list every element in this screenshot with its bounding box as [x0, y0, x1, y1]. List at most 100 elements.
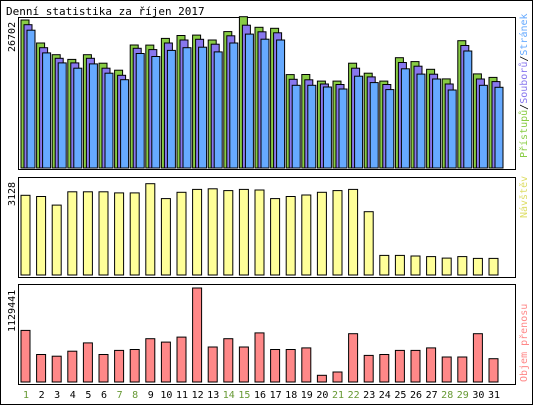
- panel-kbytes-max-label: 1129441: [7, 290, 18, 332]
- panel-hits-bars: [20, 16, 504, 169]
- panel-hits-max-label: 26702: [7, 22, 18, 52]
- bar-visits-day-10: [160, 198, 171, 276]
- bar-kbytes-day-6: [98, 354, 109, 383]
- bar-stránek-day-17: [276, 39, 286, 169]
- day-label-3: 3: [54, 390, 60, 401]
- day-label-9: 9: [148, 390, 154, 401]
- legend-files: Souborů: [518, 62, 530, 104]
- bar-visits-day-3: [51, 204, 62, 276]
- bar-kbytes-day-5: [82, 342, 93, 383]
- bar-kbytes-day-16: [254, 332, 265, 383]
- bar-visits-day-29: [457, 256, 468, 276]
- day-label-20: 20: [316, 390, 328, 401]
- day-label-25: 25: [394, 390, 406, 401]
- bar-visits-day-28: [441, 257, 452, 276]
- bar-kbytes-day-31: [488, 358, 499, 383]
- bar-stránek-day-16: [260, 38, 270, 169]
- bar-stránek-day-1: [26, 29, 36, 169]
- bar-kbytes-day-22: [348, 333, 359, 383]
- legend-sep-1: /: [519, 104, 530, 110]
- bar-kbytes-day-20: [316, 374, 327, 383]
- chart-title: Denní statistika za říjen 2017: [6, 5, 205, 18]
- bar-visits-day-27: [426, 256, 437, 276]
- day-label-7: 7: [117, 390, 123, 401]
- bar-visits-day-8: [129, 192, 140, 276]
- bar-kbytes-day-17: [270, 349, 281, 383]
- day-label-4: 4: [70, 390, 76, 401]
- bar-stránek-day-3: [57, 62, 67, 169]
- bar-kbytes-day-11: [176, 336, 187, 383]
- bar-kbytes-day-14: [223, 338, 234, 383]
- legend-pages: Přístupů: [518, 110, 530, 158]
- bar-stránek-day-21: [338, 88, 348, 169]
- day-labels: 1 2 3 4 5 6 7 8 9 10 11 12 13 14 15 16 17 18 19 20 21 22 23 24 2…: [23, 390, 500, 401]
- bar-visits-day-4: [67, 191, 78, 276]
- panel-kbytes-legend: Objem přenosu: [518, 304, 530, 382]
- bar-visits-day-1: [20, 194, 31, 276]
- day-label-31: 31: [488, 390, 500, 401]
- bar-visits-day-20: [316, 191, 327, 276]
- day-label-15: 15: [238, 390, 250, 401]
- bar-stránek-day-27: [432, 78, 442, 169]
- panel-hits-legend: Přístupů/Souborů/Stránek: [518, 13, 530, 158]
- bar-visits-day-17: [270, 198, 281, 276]
- day-label-2: 2: [39, 390, 45, 401]
- day-label-1: 1: [23, 390, 29, 401]
- bar-visits-day-21: [332, 190, 343, 276]
- day-label-10: 10: [160, 390, 172, 401]
- bar-stránek-day-10: [166, 49, 176, 169]
- bar-stránek-day-7: [120, 79, 130, 169]
- day-label-17: 17: [270, 390, 282, 401]
- day-label-21: 21: [332, 390, 344, 401]
- day-label-11: 11: [176, 390, 188, 401]
- bar-visits-day-9: [145, 183, 156, 276]
- day-label-14: 14: [223, 390, 235, 401]
- bar-stránek-day-14: [229, 42, 239, 169]
- day-label-30: 30: [472, 390, 484, 401]
- panel-visits: 3128 Návštěv: [7, 176, 530, 278]
- bar-kbytes-day-12: [192, 287, 203, 383]
- bar-stránek-day-9: [151, 56, 161, 169]
- bar-kbytes-day-10: [160, 341, 171, 383]
- panel-visits-max-label: 3128: [7, 182, 18, 206]
- bar-visits-day-14: [223, 190, 234, 276]
- bar-kbytes-day-1: [20, 329, 31, 383]
- bar-stránek-day-24: [385, 89, 395, 169]
- bar-stránek-day-26: [416, 73, 426, 169]
- bar-visits-day-23: [363, 211, 374, 276]
- day-label-26: 26: [410, 390, 422, 401]
- legend-hits: Stránek: [518, 13, 530, 55]
- bar-visits-day-2: [36, 196, 47, 276]
- bar-stránek-day-12: [198, 46, 208, 169]
- bar-kbytes-day-9: [145, 338, 156, 383]
- bar-kbytes-day-21: [332, 371, 343, 383]
- day-label-27: 27: [426, 390, 438, 401]
- bar-stránek-day-28: [447, 89, 457, 169]
- bar-kbytes-day-7: [114, 349, 125, 383]
- day-label-22: 22: [348, 390, 360, 401]
- panel-visits-frame: [18, 177, 516, 278]
- bar-kbytes-day-3: [51, 355, 62, 383]
- bar-visits-day-19: [301, 194, 312, 276]
- bar-stránek-day-18: [291, 84, 301, 169]
- bar-visits-day-15: [238, 188, 249, 276]
- bar-stránek-day-13: [213, 51, 223, 169]
- bar-stránek-day-23: [369, 82, 379, 169]
- bar-stránek-day-15: [244, 33, 254, 169]
- bar-stránek-day-8: [135, 53, 145, 169]
- bar-kbytes-day-29: [457, 356, 468, 383]
- bar-visits-day-18: [285, 196, 296, 276]
- bar-kbytes-day-24: [379, 354, 390, 383]
- bar-visits-day-31: [488, 257, 499, 276]
- day-label-28: 28: [441, 390, 453, 401]
- panel-hits: 26702 Přístupů/Souborů/Stránek: [7, 13, 530, 170]
- bar-stránek-day-5: [88, 63, 98, 169]
- bar-visits-day-30: [472, 257, 483, 276]
- bar-kbytes-day-30: [472, 333, 483, 383]
- bar-visits-day-24: [379, 254, 390, 276]
- bar-visits-day-22: [348, 188, 359, 276]
- day-label-13: 13: [207, 390, 219, 401]
- bar-kbytes-day-18: [285, 349, 296, 383]
- bar-stránek-day-22: [354, 75, 364, 169]
